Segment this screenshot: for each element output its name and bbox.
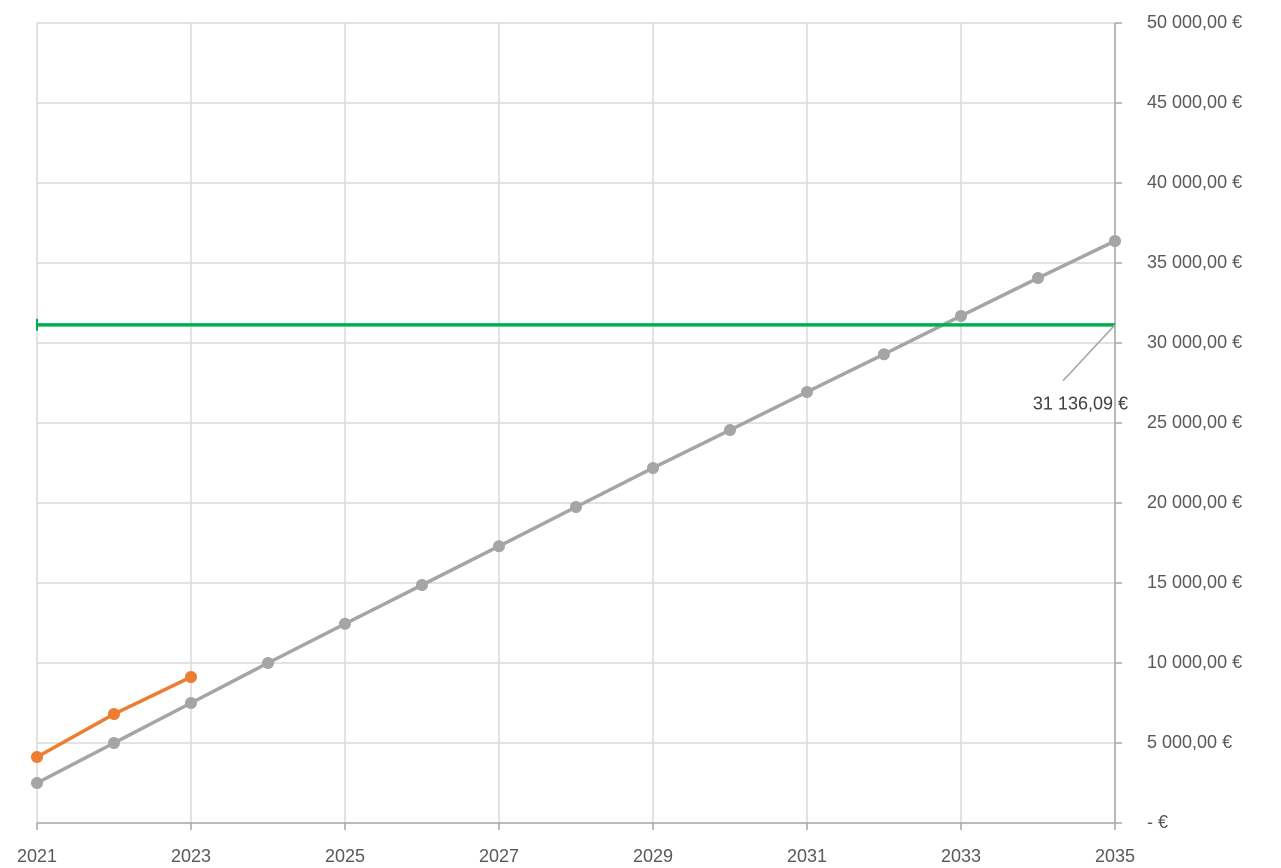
x-tick-label: 2027	[479, 846, 519, 866]
point	[108, 737, 120, 749]
y-tick-label: 5 000,00 €	[1147, 732, 1232, 752]
x-tick-label: 2029	[633, 846, 673, 866]
point	[570, 501, 582, 513]
point	[262, 657, 274, 669]
y-tick-label: - €	[1147, 812, 1168, 832]
y-tick-label: 30 000,00 €	[1147, 332, 1242, 352]
y-tick-label: 50 000,00 €	[1147, 12, 1242, 32]
point	[185, 671, 197, 683]
point	[801, 385, 813, 398]
point	[878, 348, 890, 361]
y-tick-label: 20 000,00 €	[1147, 492, 1242, 512]
point	[1032, 272, 1044, 285]
point	[31, 777, 43, 789]
y-tick-label: 35 000,00 €	[1147, 252, 1242, 272]
x-tick-label: 2031	[787, 846, 827, 866]
point	[724, 424, 736, 437]
point	[1109, 235, 1121, 247]
y-tick-label: 10 000,00 €	[1147, 652, 1242, 672]
point	[108, 708, 120, 721]
annotation-leader	[1062, 324, 1116, 382]
point	[647, 461, 659, 474]
x-tick-label: 2025	[325, 846, 365, 866]
point	[955, 309, 967, 322]
y-tick-label: 45 000,00 €	[1147, 92, 1242, 112]
point	[493, 540, 505, 553]
point	[31, 751, 43, 763]
point	[185, 697, 197, 709]
x-tick-label: 2033	[941, 846, 981, 866]
y-tick-label: 15 000,00 €	[1147, 572, 1242, 592]
point	[339, 617, 351, 630]
annotation-label: 31 136,09 €	[1033, 394, 1128, 414]
y-tick-label: 40 000,00 €	[1147, 172, 1242, 192]
x-tick-label: 2023	[171, 846, 211, 866]
point	[416, 579, 428, 591]
y-tick-label: 25 000,00 €	[1147, 412, 1242, 432]
x-tick-label: 2021	[17, 846, 57, 866]
x-tick-label: 2035	[1095, 846, 1135, 866]
